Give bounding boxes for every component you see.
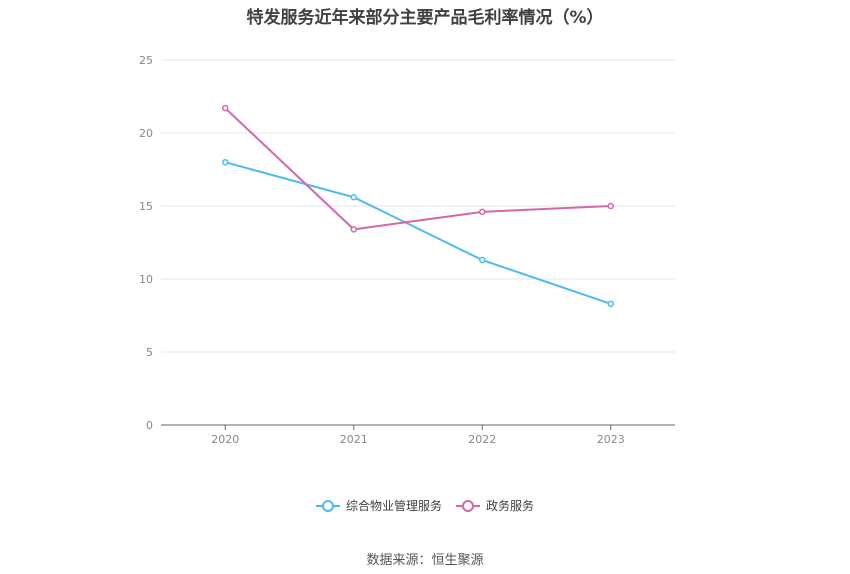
legend: 综合物业管理服务 政务服务 [0, 497, 850, 514]
series-line-1 [224, 107, 611, 231]
legend-item-series-1[interactable]: 政务服务 [456, 497, 534, 514]
legend-marker-icon [315, 499, 340, 512]
legend-item-series-0[interactable]: 综合物业管理服务 [315, 497, 442, 514]
data-point [607, 202, 614, 210]
data-point [350, 226, 357, 233]
y-tick-label: 15 [139, 200, 153, 213]
axis-layer: 0 5 10 15 20 25 2020 2021 2022 2023 [139, 54, 675, 446]
x-tick-label: 2021 [340, 433, 368, 446]
data-point [350, 193, 357, 201]
legend-marker-icon [456, 499, 480, 512]
y-tick-label: 5 [146, 346, 153, 359]
data-point [222, 158, 229, 166]
data-point [479, 208, 486, 216]
legend-label: 政务服务 [486, 499, 535, 513]
y-tick-label: 10 [139, 273, 153, 286]
x-tick-label: 2020 [211, 433, 239, 446]
series-line-0 [224, 161, 612, 305]
data-point [607, 300, 614, 308]
x-tick-label: 2023 [597, 433, 625, 446]
x-tick-label: 2022 [468, 433, 496, 446]
y-tick-label: 25 [139, 54, 153, 67]
source-note: 数据来源：恒生聚源 [366, 553, 484, 568]
data-point [479, 256, 486, 264]
series-layer [222, 104, 614, 308]
data-point [222, 104, 229, 112]
chart-title: 特发服务近年来部分主要产品毛利率情况（%） [246, 8, 604, 28]
y-tick-label: 0 [146, 419, 153, 432]
legend-label: 综合物业管理服务 [345, 499, 442, 513]
y-tick-label: 20 [139, 127, 153, 140]
